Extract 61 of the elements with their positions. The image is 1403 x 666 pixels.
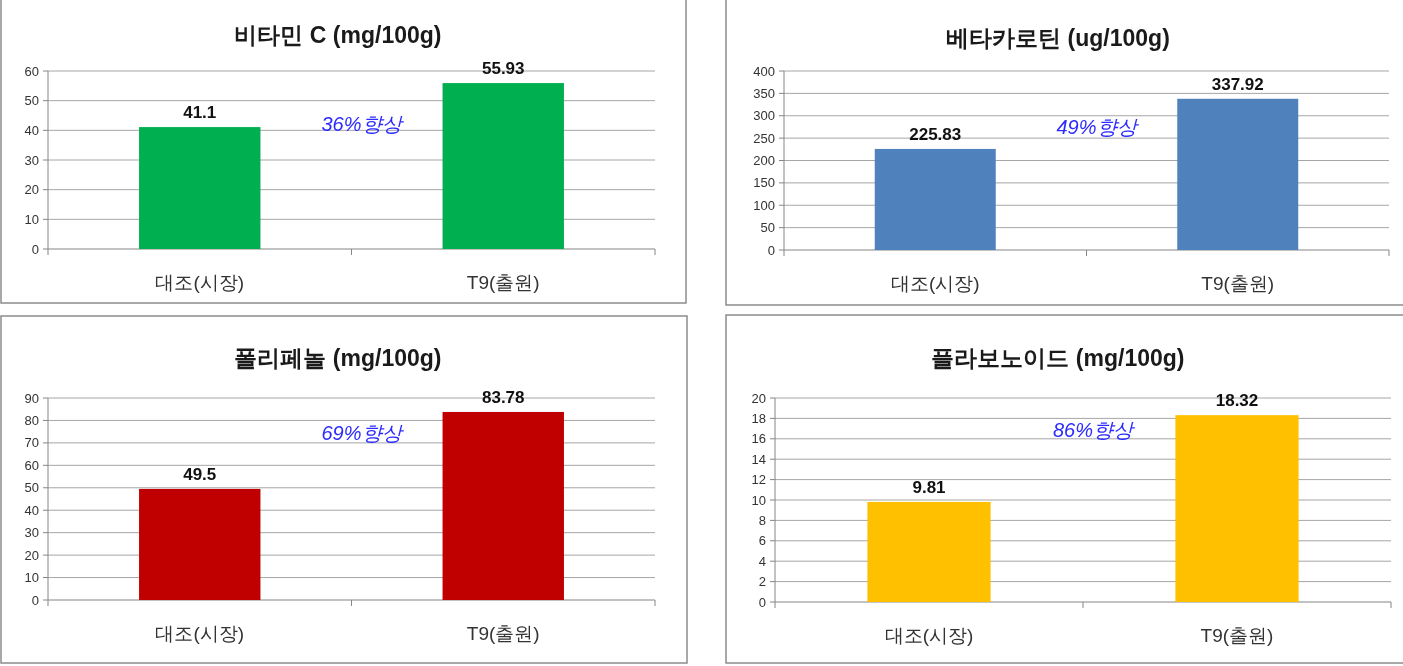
y-tick-label: 16 — [751, 431, 766, 447]
data-label: 83.78 — [481, 387, 525, 407]
y-tick-label: 0 — [31, 592, 39, 608]
y-tick-label: 50 — [24, 93, 39, 109]
annotation: 49%향상 — [1056, 116, 1139, 139]
y-tick-label: 18 — [751, 410, 766, 426]
y-tick-label: 20 — [24, 547, 39, 563]
y-tick-label: 20 — [24, 182, 39, 198]
x-tick-label: T9(출원) — [1201, 273, 1275, 294]
data-label: 337.92 — [1211, 74, 1264, 94]
y-tick-label: 350 — [753, 85, 775, 101]
y-tick-label: 50 — [24, 480, 39, 496]
chart-title: 베타카로틴 (ug/100g) — [946, 25, 1170, 51]
y-tick-label: 70 — [24, 435, 39, 451]
y-tick-label: 14 — [751, 451, 766, 467]
y-tick-label: 10 — [24, 211, 39, 227]
y-tick-label: 6 — [758, 533, 766, 549]
y-tick-label: 2 — [758, 574, 766, 590]
x-tick-label: 대조(시장) — [890, 273, 980, 294]
y-tick-label: 10 — [24, 570, 39, 586]
y-tick-label: 12 — [751, 472, 766, 488]
y-tick-label: 4 — [758, 553, 766, 569]
y-tick-label: 10 — [751, 492, 766, 508]
data-label: 18.32 — [1215, 391, 1259, 411]
y-tick-label: 250 — [753, 130, 775, 146]
y-tick-label: 80 — [24, 412, 39, 428]
data-label: 41.1 — [183, 103, 217, 123]
x-tick-label: 대조(시장) — [155, 623, 245, 644]
y-tick-label: 150 — [753, 175, 775, 191]
y-tick-label: 30 — [24, 525, 39, 541]
x-tick-label: 대조(시장) — [155, 272, 245, 293]
x-tick-label: T9(출원) — [1200, 625, 1274, 646]
y-tick-label: 200 — [753, 153, 775, 168]
data-label: 9.81 — [912, 477, 946, 497]
y-tick-label: 0 — [767, 242, 775, 258]
chart-title: 플라보노이드 (mg/100g) — [931, 345, 1185, 371]
annotation: 86%향상 — [1052, 418, 1136, 441]
y-tick-label: 8 — [758, 512, 766, 528]
y-tick-label: 300 — [753, 108, 775, 124]
annotation: 36%향상 — [321, 112, 404, 135]
y-tick-label: 40 — [24, 122, 39, 138]
y-tick-label: 50 — [760, 220, 775, 236]
x-tick-label: T9(출원) — [466, 623, 540, 644]
annotation: 69%향상 — [321, 422, 404, 445]
y-tick-label: 100 — [753, 197, 775, 213]
y-tick-label: 30 — [24, 152, 39, 168]
chart-title: 비타민 C (mg/100g) — [234, 22, 442, 48]
y-tick-label: 90 — [24, 390, 39, 406]
y-tick-label: 20 — [751, 390, 766, 406]
y-tick-label: 400 — [753, 63, 775, 79]
x-tick-label: T9(출원) — [466, 272, 540, 293]
y-tick-label: 60 — [24, 457, 39, 473]
chart-title: 폴리페놀 (mg/100g) — [234, 345, 442, 371]
data-label: 55.93 — [481, 59, 525, 79]
y-tick-label: 40 — [24, 502, 39, 518]
y-tick-label: 0 — [758, 594, 766, 610]
y-tick-label: 0 — [31, 241, 39, 257]
x-tick-label: 대조(시장) — [884, 625, 974, 646]
y-tick-label: 60 — [24, 63, 39, 79]
data-label: 225.83 — [909, 124, 962, 144]
data-label: 49.5 — [183, 464, 217, 484]
